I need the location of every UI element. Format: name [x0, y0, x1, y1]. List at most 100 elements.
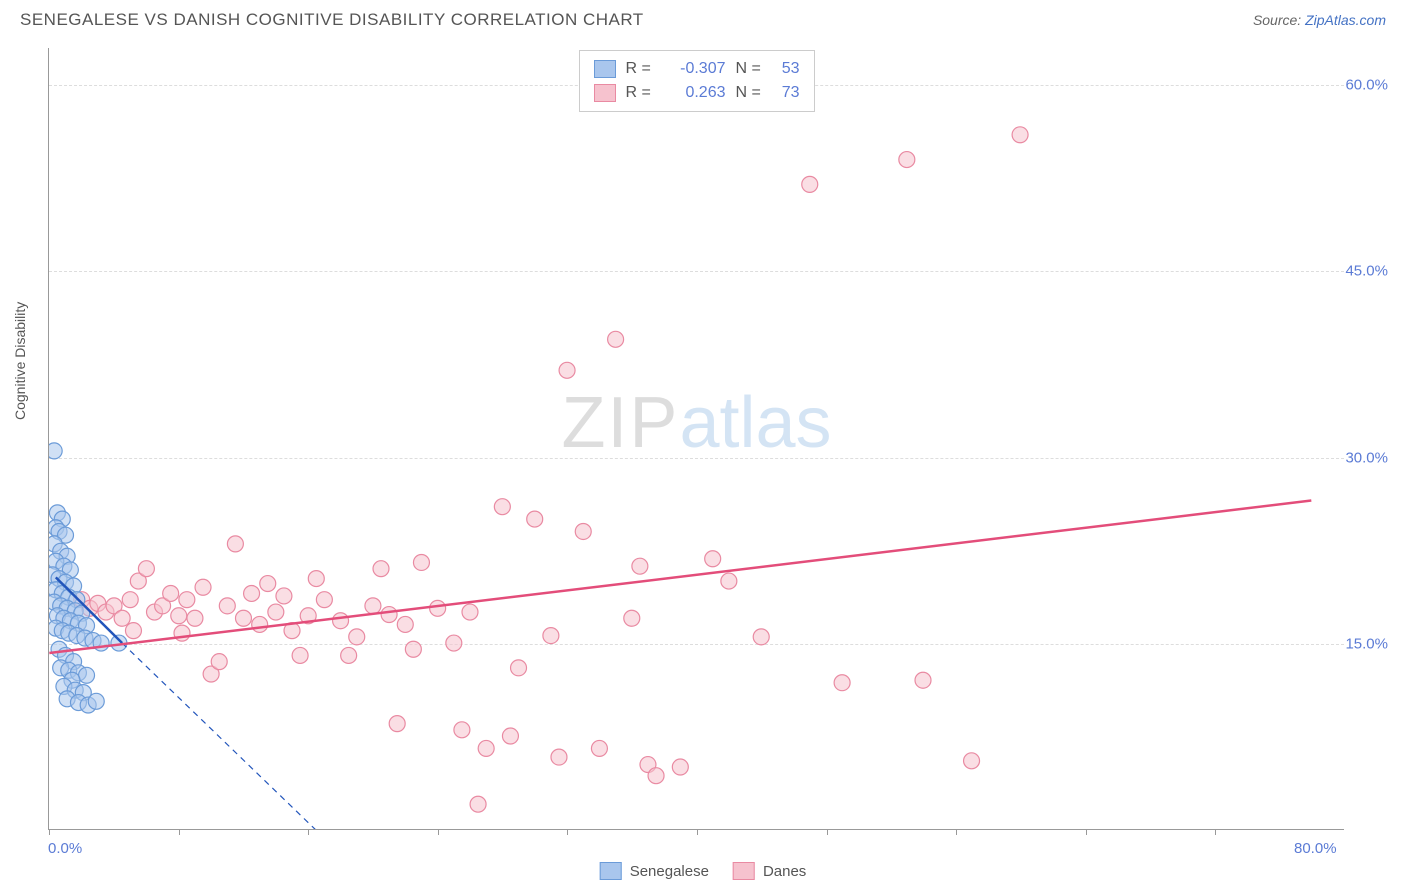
- stat-r-value: 0.263: [666, 81, 726, 105]
- legend-swatch: [600, 862, 622, 880]
- scatter-point: [462, 604, 478, 620]
- x-tick: [438, 829, 439, 835]
- scatter-point: [543, 628, 559, 644]
- legend-stats-row: R = -0.307 N = 53: [594, 57, 800, 81]
- scatter-point: [397, 616, 413, 632]
- y-tick-label: 60.0%: [1345, 77, 1388, 94]
- scatter-point: [705, 551, 721, 567]
- scatter-point: [171, 608, 187, 624]
- source-link[interactable]: ZipAtlas.com: [1305, 12, 1386, 28]
- stat-r-value: -0.307: [666, 57, 726, 81]
- x-tick: [827, 829, 828, 835]
- scatter-point: [632, 558, 648, 574]
- legend-label: Senegalese: [630, 863, 709, 880]
- y-tick-label: 15.0%: [1345, 635, 1388, 652]
- scatter-point: [454, 722, 470, 738]
- y-tick-label: 45.0%: [1345, 263, 1388, 280]
- scatter-point: [125, 623, 141, 639]
- x-tick-label: 80.0%: [1294, 840, 1337, 857]
- scatter-point: [753, 629, 769, 645]
- scatter-point: [381, 607, 397, 623]
- y-tick-label: 30.0%: [1345, 449, 1388, 466]
- scatter-point: [316, 592, 332, 608]
- chart-header: SENEGALESE VS DANISH COGNITIVE DISABILIT…: [0, 0, 1406, 36]
- legend-swatch: [733, 862, 755, 880]
- legend-swatch: [594, 60, 616, 78]
- source-prefix: Source:: [1253, 12, 1305, 28]
- scatter-point: [608, 331, 624, 347]
- scatter-point: [502, 728, 518, 744]
- legend-item: Senegalese: [600, 862, 709, 880]
- scatter-point: [413, 554, 429, 570]
- scatter-point: [624, 610, 640, 626]
- trend-line: [122, 643, 340, 829]
- scatter-point: [551, 749, 567, 765]
- x-tick: [49, 829, 50, 835]
- scatter-point: [591, 740, 607, 756]
- scatter-point: [79, 667, 95, 683]
- scatter-point: [527, 511, 543, 527]
- chart-title: SENEGALESE VS DANISH COGNITIVE DISABILIT…: [20, 10, 644, 30]
- scatter-point: [260, 576, 276, 592]
- x-tick: [179, 829, 180, 835]
- scatter-point: [252, 616, 268, 632]
- x-tick: [567, 829, 568, 835]
- x-tick: [308, 829, 309, 835]
- stat-r-label: R =: [626, 81, 656, 105]
- scatter-point: [138, 561, 154, 577]
- scatter-point: [195, 579, 211, 595]
- legend-swatch: [594, 84, 616, 102]
- scatter-point: [276, 588, 292, 604]
- scatter-point: [235, 610, 251, 626]
- scatter-point: [114, 610, 130, 626]
- stat-n-label: N =: [736, 81, 766, 105]
- x-tick: [1086, 829, 1087, 835]
- scatter-point: [721, 573, 737, 589]
- scatter-point: [244, 585, 260, 601]
- stat-n-value: 73: [776, 81, 800, 105]
- scatter-point: [915, 672, 931, 688]
- scatter-point: [373, 561, 389, 577]
- scatter-point: [648, 768, 664, 784]
- x-tick-label: 0.0%: [48, 840, 82, 857]
- stat-n-value: 53: [776, 57, 800, 81]
- scatter-point: [470, 796, 486, 812]
- bottom-legend: Senegalese Danes: [600, 862, 807, 880]
- trend-line: [49, 500, 1311, 652]
- plot-area: ZIPatlas R = -0.307 N = 53 R = 0.263 N =…: [48, 48, 1344, 830]
- chart-source: Source: ZipAtlas.com: [1253, 12, 1386, 28]
- scatter-point: [389, 716, 405, 732]
- scatter-point: [163, 585, 179, 601]
- scatter-point: [672, 759, 688, 775]
- scatter-point: [365, 598, 381, 614]
- scatter-point: [899, 152, 915, 168]
- scatter-point: [122, 592, 138, 608]
- scatter-point: [575, 523, 591, 539]
- scatter-point: [227, 536, 243, 552]
- scatter-point: [834, 675, 850, 691]
- scatter-point: [478, 740, 494, 756]
- y-axis-label: Cognitive Disability: [12, 302, 28, 420]
- scatter-point: [511, 660, 527, 676]
- scatter-point: [49, 443, 62, 459]
- scatter-point: [292, 647, 308, 663]
- legend-label: Danes: [763, 863, 806, 880]
- scatter-point: [430, 600, 446, 616]
- scatter-point: [349, 629, 365, 645]
- stat-r-label: R =: [626, 57, 656, 81]
- scatter-point: [1012, 127, 1028, 143]
- stat-n-label: N =: [736, 57, 766, 81]
- scatter-point: [405, 641, 421, 657]
- plot-svg: [49, 48, 1344, 829]
- x-tick: [956, 829, 957, 835]
- scatter-point: [494, 499, 510, 515]
- scatter-point: [187, 610, 203, 626]
- scatter-point: [802, 176, 818, 192]
- legend-stats-box: R = -0.307 N = 53 R = 0.263 N = 73: [579, 50, 815, 112]
- scatter-point: [446, 635, 462, 651]
- x-tick: [697, 829, 698, 835]
- scatter-point: [559, 362, 575, 378]
- legend-item: Danes: [733, 862, 806, 880]
- x-tick: [1215, 829, 1216, 835]
- scatter-point: [268, 604, 284, 620]
